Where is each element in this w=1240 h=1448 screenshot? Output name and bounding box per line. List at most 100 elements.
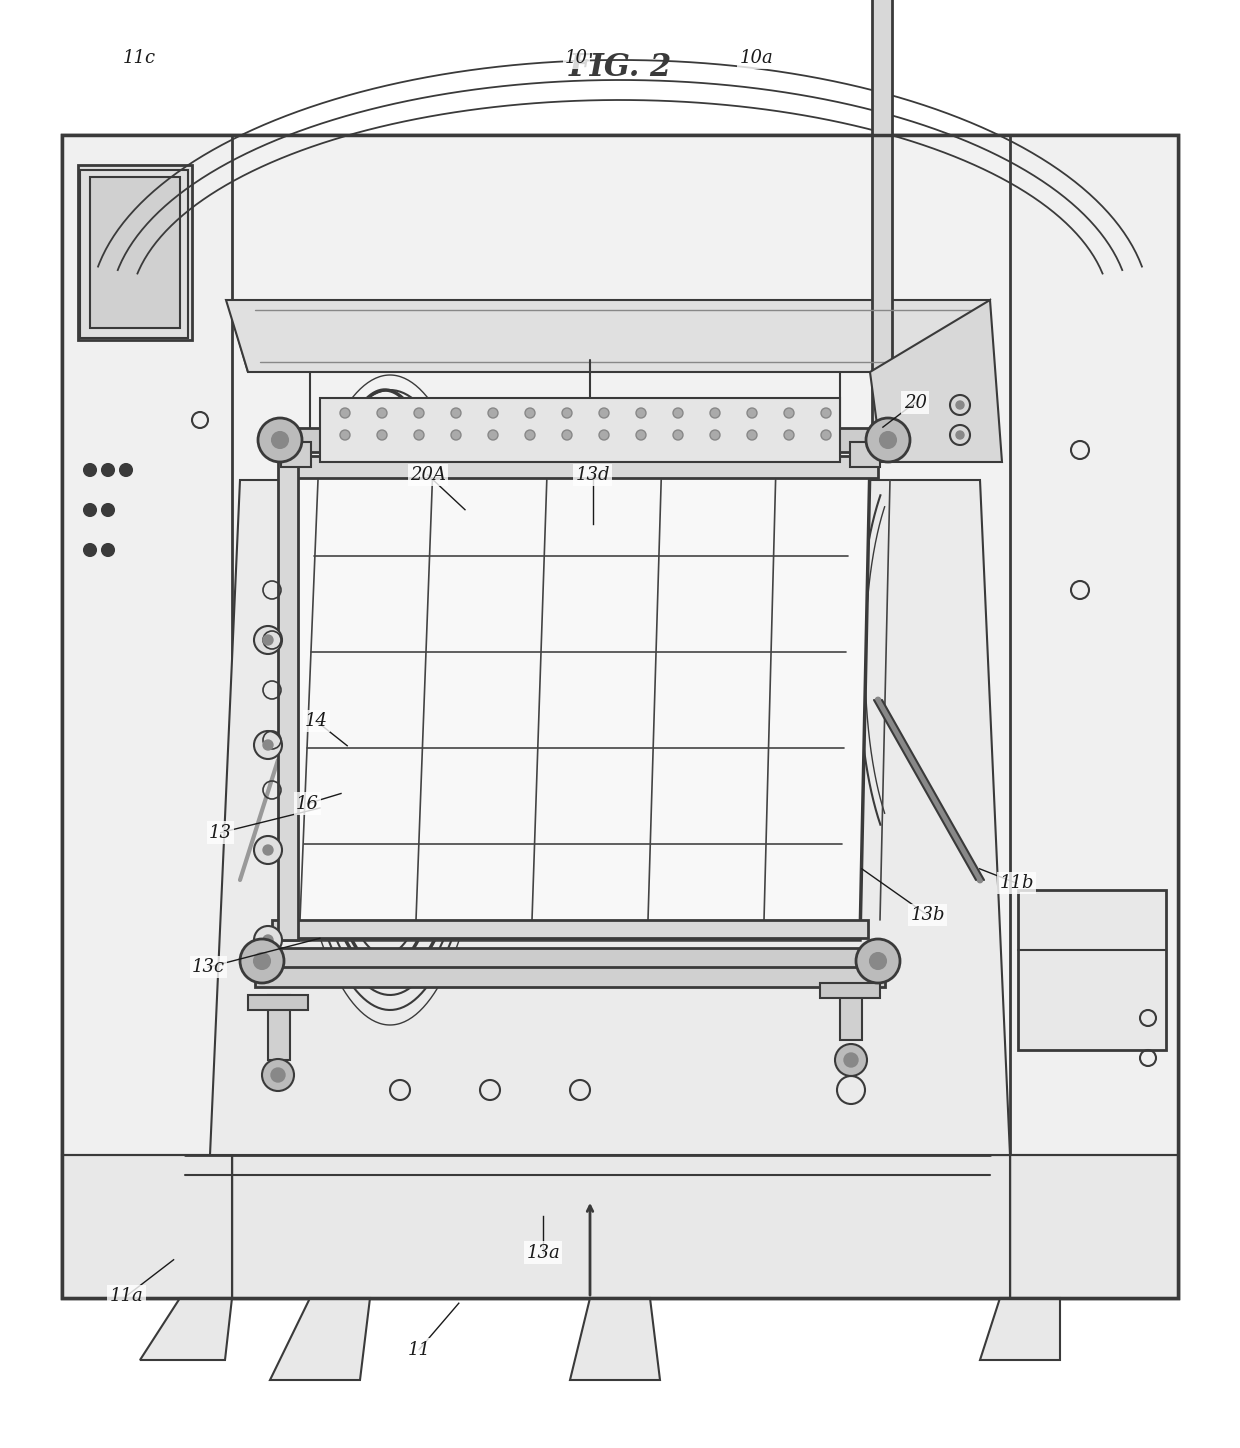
Circle shape xyxy=(258,418,303,462)
Bar xyxy=(64,138,1176,1296)
Bar xyxy=(272,919,868,938)
Circle shape xyxy=(414,430,424,440)
Circle shape xyxy=(525,408,534,418)
Bar xyxy=(81,169,188,337)
Circle shape xyxy=(711,408,720,418)
Circle shape xyxy=(102,504,114,515)
Circle shape xyxy=(254,626,281,654)
Circle shape xyxy=(821,430,831,440)
Text: 11b: 11b xyxy=(999,875,1034,892)
Bar xyxy=(62,1156,1178,1297)
Circle shape xyxy=(340,408,350,418)
Polygon shape xyxy=(870,300,1002,462)
Circle shape xyxy=(254,835,281,864)
Polygon shape xyxy=(210,479,1011,1156)
Text: 10: 10 xyxy=(565,49,588,67)
Bar xyxy=(273,429,895,452)
Bar xyxy=(268,995,290,1060)
Circle shape xyxy=(489,430,498,440)
Polygon shape xyxy=(226,300,990,372)
Polygon shape xyxy=(280,460,870,940)
Text: 13d: 13d xyxy=(575,466,610,484)
Bar xyxy=(290,456,878,478)
Circle shape xyxy=(562,408,572,418)
Bar xyxy=(1011,135,1178,1297)
Circle shape xyxy=(451,408,461,418)
Circle shape xyxy=(84,463,95,476)
Circle shape xyxy=(377,430,387,440)
Text: 11: 11 xyxy=(408,1341,430,1358)
Bar xyxy=(872,0,892,460)
Text: 16: 16 xyxy=(296,795,319,812)
Circle shape xyxy=(84,504,95,515)
Circle shape xyxy=(880,432,897,447)
Circle shape xyxy=(263,740,273,750)
Circle shape xyxy=(636,430,646,440)
Circle shape xyxy=(272,1069,285,1082)
Bar xyxy=(78,165,192,340)
Bar xyxy=(278,460,298,940)
Polygon shape xyxy=(570,1297,660,1380)
Circle shape xyxy=(956,432,963,439)
Bar xyxy=(849,442,880,468)
Circle shape xyxy=(451,430,461,440)
Text: 11c: 11c xyxy=(123,49,155,67)
Circle shape xyxy=(673,430,683,440)
Circle shape xyxy=(636,408,646,418)
Text: 13b: 13b xyxy=(910,906,945,924)
Circle shape xyxy=(263,846,273,854)
Text: FIG. 2: FIG. 2 xyxy=(568,52,672,84)
Text: 10a: 10a xyxy=(739,49,774,67)
Circle shape xyxy=(870,953,887,969)
Circle shape xyxy=(525,430,534,440)
Circle shape xyxy=(599,408,609,418)
Bar xyxy=(820,983,880,998)
Circle shape xyxy=(263,636,273,644)
Circle shape xyxy=(102,463,114,476)
Circle shape xyxy=(254,927,281,954)
Circle shape xyxy=(414,408,424,418)
Circle shape xyxy=(746,408,756,418)
Bar xyxy=(255,967,885,988)
Circle shape xyxy=(102,544,114,556)
Bar xyxy=(1018,891,1166,1050)
Circle shape xyxy=(673,408,683,418)
Circle shape xyxy=(956,401,963,408)
Polygon shape xyxy=(980,1297,1060,1360)
Circle shape xyxy=(241,938,284,983)
Text: 20: 20 xyxy=(904,394,926,411)
Text: 14: 14 xyxy=(305,712,327,730)
Circle shape xyxy=(866,418,910,462)
Circle shape xyxy=(746,430,756,440)
Bar xyxy=(255,948,885,975)
Bar xyxy=(248,995,308,1011)
Bar xyxy=(62,135,1178,1297)
Text: 20A: 20A xyxy=(409,466,446,484)
Bar xyxy=(91,177,180,329)
Circle shape xyxy=(711,430,720,440)
Circle shape xyxy=(272,432,288,447)
Text: 13a: 13a xyxy=(526,1244,560,1261)
Circle shape xyxy=(262,1058,294,1090)
Text: 11a: 11a xyxy=(109,1287,144,1305)
Circle shape xyxy=(489,408,498,418)
Circle shape xyxy=(784,408,794,418)
Circle shape xyxy=(84,544,95,556)
Polygon shape xyxy=(270,1297,370,1380)
Circle shape xyxy=(254,953,270,969)
Circle shape xyxy=(856,938,900,983)
Bar xyxy=(62,135,232,1297)
Circle shape xyxy=(254,731,281,759)
Circle shape xyxy=(784,430,794,440)
Bar xyxy=(281,442,311,468)
Circle shape xyxy=(844,1053,858,1067)
Polygon shape xyxy=(140,1297,232,1360)
Circle shape xyxy=(263,935,273,946)
Circle shape xyxy=(835,1044,867,1076)
Circle shape xyxy=(120,463,131,476)
Bar xyxy=(320,398,839,462)
Bar xyxy=(62,135,1178,1297)
Circle shape xyxy=(562,430,572,440)
Text: 13c: 13c xyxy=(192,959,224,976)
Circle shape xyxy=(377,408,387,418)
